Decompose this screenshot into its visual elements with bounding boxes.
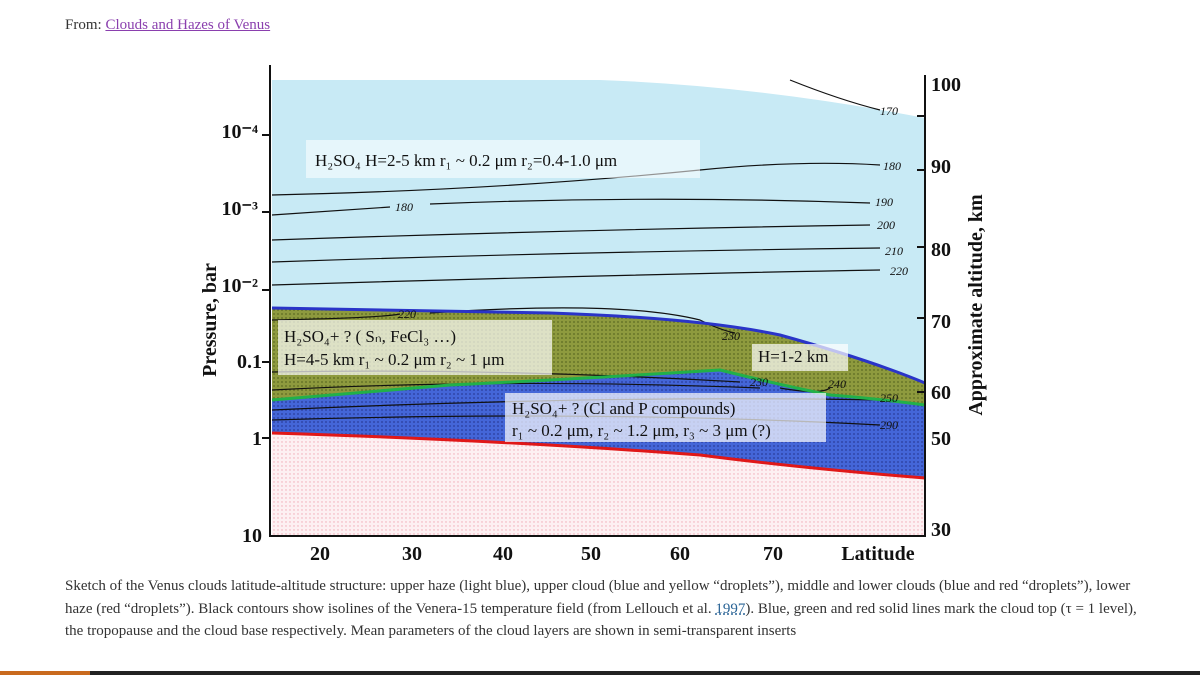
contour-label: 190 xyxy=(875,195,893,209)
contour-label: 180 xyxy=(883,159,901,173)
annotation: H=1-2 km xyxy=(758,347,829,366)
contour-label: 220 xyxy=(398,307,416,321)
annotation: H₂SO₄+ ? ( Sₙ, FeCl₃ …) xyxy=(284,327,456,346)
bottom-bar-accent xyxy=(0,671,90,675)
plot-area xyxy=(271,79,926,535)
contour-label: 210 xyxy=(885,244,903,258)
reference-link[interactable]: 1997 xyxy=(715,600,746,617)
y-tick-label: 10 xyxy=(242,525,262,547)
x-axis-label: Latitude xyxy=(841,543,914,565)
source-line: From: Clouds and Hazes of Venus xyxy=(65,17,270,34)
y2-tick-label: 90 xyxy=(931,156,951,178)
annotation: H₂SO₄+ ? (Cl and P compounds) xyxy=(512,399,735,418)
caption-text: ). Blue, green and red solid lines mark … xyxy=(65,600,1137,640)
contour-label: 200 xyxy=(877,218,895,232)
contour-label: 290 xyxy=(880,418,898,432)
y2-tick-label: 80 xyxy=(931,239,951,261)
annotation: H=4-5 km r₁ ~ 0.2 μm r₂ ~ 1 μm xyxy=(284,350,505,369)
x-tick-label: 70 xyxy=(763,543,783,565)
contour-label: 170 xyxy=(880,104,898,118)
caption-text: Sketch of the Venus clouds latitude-alti… xyxy=(65,578,1131,617)
bottom-bar xyxy=(0,671,1200,675)
contour-label: 230 xyxy=(750,375,768,389)
insert-box xyxy=(752,344,848,371)
insert-box xyxy=(505,393,826,442)
y-tick-label: 1 xyxy=(252,428,262,450)
y2-tick-label: 50 xyxy=(931,428,951,450)
axes xyxy=(262,65,926,537)
figure: 10⁻⁴ 10⁻³ 10⁻² 0.1 1 10 100 90 80 70 60 … xyxy=(199,65,987,565)
annotation: r₁ ~ 0.2 μm, r₂ ~ 1.2 μm, r₃ ~ 3 μm (?) xyxy=(512,421,771,440)
y2-axis-label: Approximate altitude, km xyxy=(965,194,987,416)
caption: Sketch of the Venus clouds latitude-alti… xyxy=(65,575,1140,643)
y-axis-label: Pressure, bar xyxy=(199,263,221,377)
lower-haze xyxy=(272,433,925,535)
y2-tick-label: 70 xyxy=(931,311,951,333)
y-tick-label: 10⁻³ xyxy=(221,198,258,220)
insert-box xyxy=(278,320,552,375)
contour-label: 180 xyxy=(395,200,413,214)
contour-label: 240 xyxy=(828,377,846,391)
annotation: H₂SO₄ H=2-5 km r₁ ~ 0.2 μm r₂=0.4-1.0 μm xyxy=(315,151,617,170)
x-tick-label: 20 xyxy=(310,543,330,565)
cloud-base-line xyxy=(271,431,926,480)
source-link[interactable]: Clouds and Hazes of Venus xyxy=(105,17,271,33)
cloud-top-line xyxy=(271,306,926,385)
x-tick-label: 30 xyxy=(402,543,422,565)
y2-tick-label: 60 xyxy=(931,382,951,404)
x-tick-label: 60 xyxy=(670,543,690,565)
y-tick-label: 10⁻² xyxy=(221,275,258,297)
contour-label: 250 xyxy=(880,391,898,405)
source-prefix: From: xyxy=(65,17,102,33)
y-tick-label: 10⁻⁴ xyxy=(221,121,258,143)
y2-tick-label: 30 xyxy=(931,519,951,541)
x-tick-label: 50 xyxy=(581,543,601,565)
y2-tick-label: 100 xyxy=(931,74,961,96)
tropopause-line xyxy=(271,368,926,407)
x-tick-label: 40 xyxy=(493,543,513,565)
insert-box xyxy=(306,140,700,178)
contour-label: 230 xyxy=(722,329,740,343)
y-tick-label: 0.1 xyxy=(237,351,262,373)
contour-label: 220 xyxy=(890,264,908,278)
